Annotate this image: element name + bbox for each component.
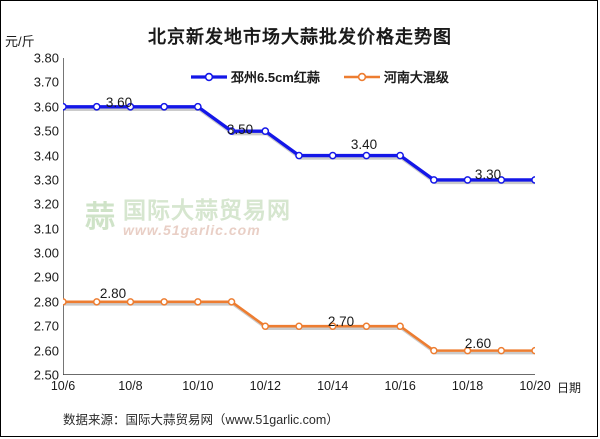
series-1-point-8[interactable] xyxy=(328,322,337,330)
x-tick-label-6: 10/18 xyxy=(451,379,484,393)
y-tick-label-4: 3.40 xyxy=(33,148,59,164)
series-0-point-10[interactable] xyxy=(396,151,404,160)
series-0-point-11[interactable] xyxy=(430,176,438,184)
legend-item-series-1[interactable]: 河南大混级 xyxy=(343,67,449,86)
x-tick-label-1: 10/8 xyxy=(118,379,143,393)
legend-item-series-0[interactable]: 邳州6.5cm红蒜 xyxy=(191,67,320,86)
series-0-point-0[interactable] xyxy=(63,102,67,111)
x-axis-tick-labels: 10/6 10/8 10/10 10/12 10/14 10/16 10/18 10/20 xyxy=(51,379,551,399)
x-tick-label-2: 10/10 xyxy=(182,379,214,393)
series-0-point-2[interactable] xyxy=(126,102,135,111)
y-tick-label-6: 3.20 xyxy=(33,196,59,212)
series-0-point-1[interactable] xyxy=(92,102,101,111)
series-0-point-9[interactable] xyxy=(362,151,371,160)
y-tick-label-1: 3.70 xyxy=(33,74,59,90)
y-tick-label-11: 2.70 xyxy=(33,318,59,334)
series-0-point-3[interactable] xyxy=(160,102,168,111)
series-1-point-6[interactable] xyxy=(261,322,270,330)
series-0-point-4[interactable] xyxy=(194,102,202,111)
series-0-line-shadow xyxy=(64,107,535,185)
x-tick-label-4: 10/14 xyxy=(317,379,349,393)
series-0-point-8[interactable] xyxy=(328,151,337,160)
series-0-point-7[interactable] xyxy=(295,151,303,160)
source-note: 数据来源：国际大蒜贸易网（www.51garlic.com） xyxy=(63,413,339,427)
series-1-point-10[interactable] xyxy=(396,322,404,330)
y-axis-tick-labels: 3.80 3.70 3.60 3.50 3.40 3.30 3.20 3.10 3.00 2.90… xyxy=(9,51,59,383)
series-0-point-12[interactable] xyxy=(463,176,472,184)
legend-marker-icon-series-0 xyxy=(191,72,227,81)
series-1-point-13[interactable] xyxy=(497,346,506,355)
series-1-point-0[interactable] xyxy=(63,298,67,306)
legend-label-series-1: 河南大混级 xyxy=(383,70,449,85)
y-tick-label-13: 2.50 xyxy=(33,367,59,383)
y-tick-label-10: 2.80 xyxy=(33,294,59,310)
series-1-point-1[interactable] xyxy=(92,298,101,306)
x-axis-unit-label: 日期 xyxy=(557,381,582,395)
series-1-point-12[interactable] xyxy=(463,346,472,355)
y-tick-label-5: 3.30 xyxy=(33,172,59,188)
series-1-point-7[interactable] xyxy=(295,322,303,330)
series-1-point-3[interactable] xyxy=(160,298,168,306)
plot-area xyxy=(63,58,535,375)
series-0-point-5[interactable] xyxy=(227,127,236,136)
series-0-line xyxy=(63,105,535,182)
series-0-point-6[interactable] xyxy=(261,127,270,136)
series-1-point-4[interactable] xyxy=(194,298,202,306)
series-0-point-13[interactable] xyxy=(497,176,506,184)
y-tick-label-2: 3.60 xyxy=(33,99,59,115)
y-tick-label-7: 3.10 xyxy=(33,221,59,237)
y-tick-label-8: 3.00 xyxy=(33,245,59,261)
y-tick-label-3: 3.50 xyxy=(33,123,59,139)
x-tick-label-3: 10/12 xyxy=(249,379,281,393)
y-tick-label-0: 3.80 xyxy=(33,50,59,66)
legend-label-series-0: 邳州6.5cm红蒜 xyxy=(231,70,320,85)
y-tick-label-9: 2.90 xyxy=(33,269,59,285)
x-tick-label-0: 10/6 xyxy=(50,379,76,393)
x-tick-label-5: 10/16 xyxy=(384,379,416,393)
series-0-point-14[interactable] xyxy=(531,176,535,184)
series-1-point-2[interactable] xyxy=(126,298,135,306)
page-title: 北京新发地市场大蒜批发价格走势图 xyxy=(148,27,452,47)
x-tick-label-7: 10/20 xyxy=(519,379,551,393)
chart-svg xyxy=(63,58,535,375)
y-axis-unit-label: 元/斤 xyxy=(5,34,35,49)
legend-marker-icon-series-1 xyxy=(343,72,380,81)
series-1-point-9[interactable] xyxy=(362,322,371,330)
series-1-point-5[interactable] xyxy=(227,298,236,306)
series-1-point-11[interactable] xyxy=(430,346,438,355)
chart-legend: 邳州6.5cm红蒜 河南大混级 xyxy=(191,67,449,86)
series-1-point-14[interactable] xyxy=(531,346,535,355)
y-tick-label-12: 2.60 xyxy=(33,343,59,359)
